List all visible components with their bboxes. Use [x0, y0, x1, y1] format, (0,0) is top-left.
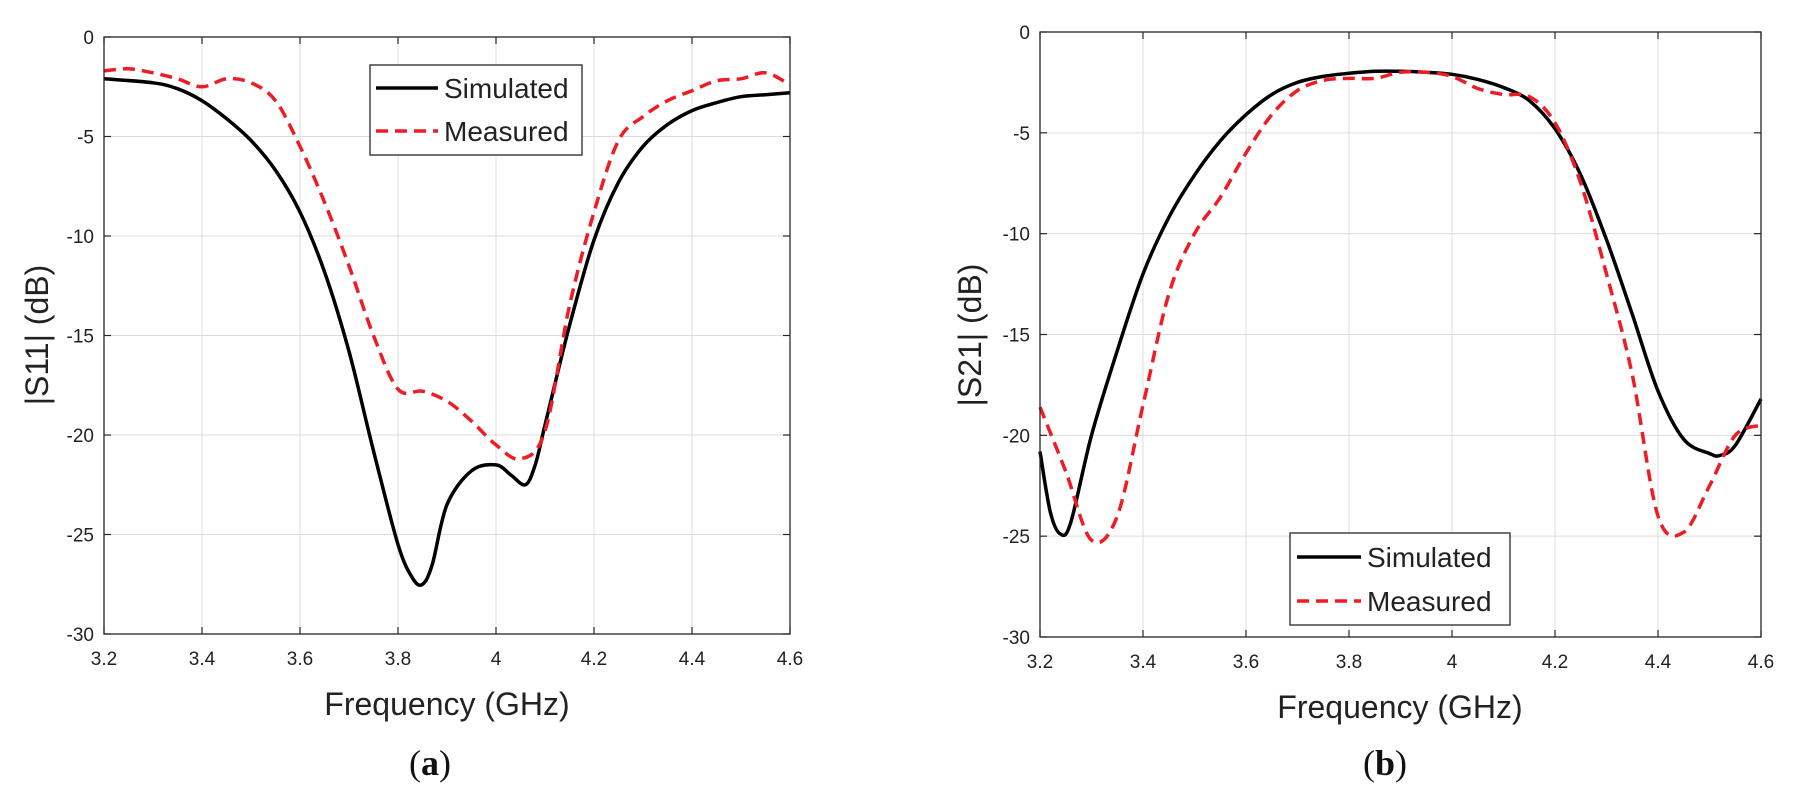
- caption-a: (a): [409, 743, 451, 783]
- series-line-measured-a: [103, 67, 791, 461]
- x-tick-label: 4.6: [777, 649, 803, 670]
- series-line-measured-b: [1038, 69, 1762, 545]
- x-tick-label: 3.6: [1233, 652, 1259, 673]
- x-tick-label: 4.2: [581, 649, 607, 670]
- y-axis-label-a: |S11| (dB): [19, 265, 55, 406]
- panel-a: 3.2 3.4 3.6 3.8 4 4.2 4.4 4.6 0 -5 -10 -15 -20 -25 -30…: [19, 28, 803, 783]
- curves-a: [103, 67, 791, 588]
- y-tick-label: 0: [83, 28, 94, 49]
- y-tick-label: -10: [1003, 225, 1030, 246]
- x-axis-label-a: Frequency (GHz): [324, 686, 569, 722]
- y-tick-label: -5: [77, 128, 94, 149]
- y-tick-label: -15: [67, 327, 94, 348]
- x-tick-label: 3.6: [287, 649, 313, 670]
- x-tick-label: 3.8: [385, 649, 411, 670]
- caption-open-a: (: [409, 743, 421, 783]
- curves-b: [1038, 69, 1763, 545]
- y-tick-label: -25: [1003, 527, 1030, 548]
- x-tick-label: 3.2: [1027, 652, 1053, 673]
- x-tick-label: 4.6: [1748, 652, 1774, 673]
- legend-label-measured-a: Measured: [444, 116, 569, 147]
- x-tick-label: 3.4: [189, 649, 216, 670]
- y-tick-label: -30: [67, 625, 94, 646]
- ticks-b: 3.2 3.4 3.6 3.8 4 4.2 4.4 4.6 0 -5 -10 -15 -20 -25 -30: [1003, 23, 1775, 673]
- legend-box-b: [1289, 532, 1511, 626]
- legend-b: Simulated Measured: [1289, 532, 1511, 626]
- x-tick-label: 3.4: [1130, 652, 1157, 673]
- legend-label-measured-b: Measured: [1367, 586, 1492, 617]
- caption-close-b: ): [1395, 743, 1407, 783]
- y-tick-label: -20: [1003, 426, 1030, 447]
- caption-letter-a: a: [421, 743, 439, 783]
- caption-open-b: (: [1363, 743, 1375, 783]
- y-tick-label: -30: [1003, 628, 1030, 649]
- series-line-simulated-b: [1038, 69, 1763, 538]
- x-tick-label: 4: [491, 649, 502, 670]
- x-axis-label-b: Frequency (GHz): [1277, 689, 1522, 725]
- x-tick-label: 3.2: [91, 649, 117, 670]
- caption-close-a: ): [439, 743, 451, 783]
- caption-letter-b: b: [1375, 743, 1395, 783]
- y-tick-label: -5: [1013, 124, 1030, 145]
- x-tick-label: 4: [1447, 652, 1458, 673]
- y-axis-label-b: |S21| (dB): [952, 264, 988, 407]
- legend-label-simulated-a: Simulated: [444, 73, 569, 104]
- y-tick-label: -25: [67, 526, 94, 547]
- legend-box-a: [369, 64, 583, 156]
- x-tick-label: 3.8: [1336, 652, 1362, 673]
- x-tick-label: 4.4: [679, 649, 706, 670]
- y-tick-label: 0: [1019, 23, 1030, 44]
- panel-b: 3.2 3.4 3.6 3.8 4 4.2 4.4 4.6 0 -5 -10 -15 -20 -25 -30…: [952, 23, 1774, 783]
- caption-b: (b): [1363, 743, 1407, 783]
- ticks-a: 3.2 3.4 3.6 3.8 4 4.2 4.4 4.6 0 -5 -10 -15 -20 -25 -30: [67, 28, 804, 670]
- legend-label-simulated-b: Simulated: [1367, 542, 1492, 573]
- legend-a: Simulated Measured: [369, 64, 583, 156]
- x-tick-label: 4.2: [1542, 652, 1568, 673]
- series-line-simulated-a: [103, 77, 791, 588]
- x-tick-label: 4.4: [1645, 652, 1672, 673]
- y-tick-label: -20: [67, 426, 94, 447]
- y-tick-label: -10: [67, 227, 94, 248]
- y-tick-label: -15: [1003, 326, 1030, 347]
